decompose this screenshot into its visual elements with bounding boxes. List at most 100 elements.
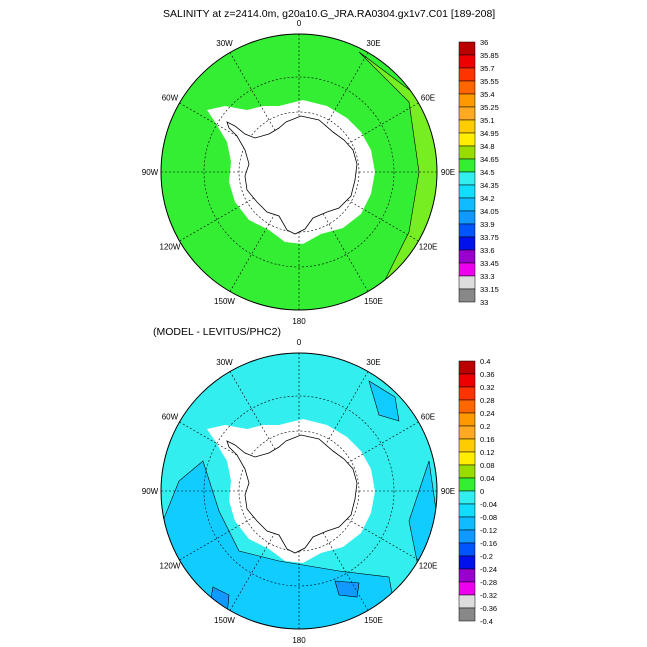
colorbar-swatch [458,210,476,225]
colorbar-swatch [458,451,476,466]
colorbar-tick-label: 33.9 [480,220,495,229]
colorbar-swatch [458,119,476,134]
colorbar-swatch [458,555,476,570]
colorbar-tick-label: 34.2 [480,194,495,203]
colorbar-tick-label: 0.04 [480,474,495,483]
colorbar-swatch [458,184,476,199]
longitude-label: 30W [216,39,233,48]
longitude-label: 30W [216,358,233,367]
colorbar-swatch [458,516,476,531]
colorbar-salinity: 36 35.85 35.7 35.55 35.4 35.25 35.1 34.95 34.8 34… [458,38,499,307]
colorbar-tick-label: -0.12 [480,526,497,535]
colorbar-swatch [458,197,476,212]
longitude-label: 120W [160,562,181,571]
longitude-label: 90E [441,487,455,496]
colorbar-swatch [458,607,476,622]
colorbar-tick-label: 0.16 [480,435,495,444]
colorbar-swatch [458,503,476,518]
colorbar-swatch [458,464,476,479]
colorbar-swatch [458,275,476,290]
colorbar-tick-label: 33.3 [480,272,495,281]
longitude-label: 60W [162,94,179,103]
colorbar-tick-label: 34.8 [480,142,495,151]
longitude-label: 150W [214,297,235,306]
colorbar-swatch [458,529,476,544]
colorbar-tick-label: -0.2 [480,552,493,561]
colorbar-tick-label: -0.28 [480,578,497,587]
colorbar-swatch [458,262,476,277]
colorbar-tick-label: 35.85 [480,51,499,60]
colorbar-tick-label: 35.7 [480,64,495,73]
colorbar-tick-label: -0.32 [480,591,497,600]
colorbar-tick-label: -0.04 [480,500,497,509]
colorbar-tick-label: 0.08 [480,461,495,470]
longitude-label: 150E [364,297,383,306]
map-title-top: SALINITY at z=2414.0m, g20a10.G_JRA.RA03… [163,8,496,20]
colorbar-swatch [458,171,476,186]
colorbar-swatch [458,399,476,414]
colorbar-tick-label: 0 [480,487,484,496]
colorbar-tick-label: 0.36 [480,370,495,379]
colorbar-tick-label: 33 [480,298,488,307]
colorbar-tick-label: -0.4 [480,617,493,626]
longitude-label: 0 [297,338,302,347]
colorbar-tick-label: 34.05 [480,207,499,216]
colorbar-swatch [458,425,476,440]
colorbar-tick-label: 33.15 [480,285,499,294]
longitude-label: 150W [214,616,235,625]
colorbar-swatch [458,581,476,596]
longitude-label: 0 [297,19,302,28]
longitude-label: 90W [142,487,159,496]
longitude-label: 60E [421,413,435,422]
colorbar-swatch [458,594,476,609]
colorbar-tick-label: 33.6 [480,246,495,255]
colorbar-swatch [458,158,476,173]
colorbar-tick-label: 0.12 [480,448,495,457]
colorbar-tick-label: 0.2 [480,422,490,431]
longitude-label: 120E [419,243,438,252]
longitude-label: 120E [419,562,438,571]
colorbar-swatch [458,145,476,160]
colorbar-swatch [458,249,476,264]
colorbar-swatch [458,236,476,251]
colorbar-swatch [458,93,476,108]
colorbar-swatch [458,490,476,505]
colorbar-tick-label: 0.24 [480,409,495,418]
colorbar-tick-label: 34.95 [480,129,499,138]
longitude-label: 180 [292,317,306,326]
longitude-label: 30E [366,358,380,367]
longitude-label: 150E [364,616,383,625]
longitude-label: 90W [142,168,159,177]
colorbar-swatch [458,54,476,69]
colorbar-tick-label: -0.16 [480,539,497,548]
colorbar-tick-label: 0.32 [480,383,495,392]
longitude-label: 120W [160,243,181,252]
colorbar-swatch [458,438,476,453]
longitude-label: 90E [441,168,455,177]
colorbar-swatch [458,542,476,557]
colorbar-tick-label: -0.24 [480,565,497,574]
colorbar-swatch [458,373,476,388]
colorbar-swatch [458,386,476,401]
colorbar-tick-label: 35.25 [480,103,499,112]
longitude-label: 60E [421,94,435,103]
colorbar-tick-label: -0.36 [480,604,497,613]
colorbar-tick-label: 35.1 [480,116,495,125]
longitude-label: 30E [366,39,380,48]
colorbar-swatch [458,568,476,583]
polar-map-salinity: 0 30E 60E 90E 120E 150E 180 150W 120W 90W 60W 30W [142,19,455,326]
colorbar-swatch [458,477,476,492]
colorbar-tick-label: 34.35 [480,181,499,190]
colorbar-tick-label: 34.5 [480,168,495,177]
colorbar-tick-label: 35.55 [480,77,499,86]
longitude-label: 180 [292,636,306,645]
colorbar-swatch [458,132,476,147]
colorbar-swatch [458,67,476,82]
colorbar-swatch [458,80,476,95]
colorbar-swatch [458,412,476,427]
colorbar-swatch [458,106,476,121]
colorbar-difference: 0.4 0.36 0.32 0.28 0.24 0.2 0.16 0.12 0.08 0.04 0 -… [458,357,497,626]
colorbar-swatch [458,360,476,375]
colorbar-tick-label: 36 [480,38,488,47]
colorbar-swatch [458,41,476,56]
